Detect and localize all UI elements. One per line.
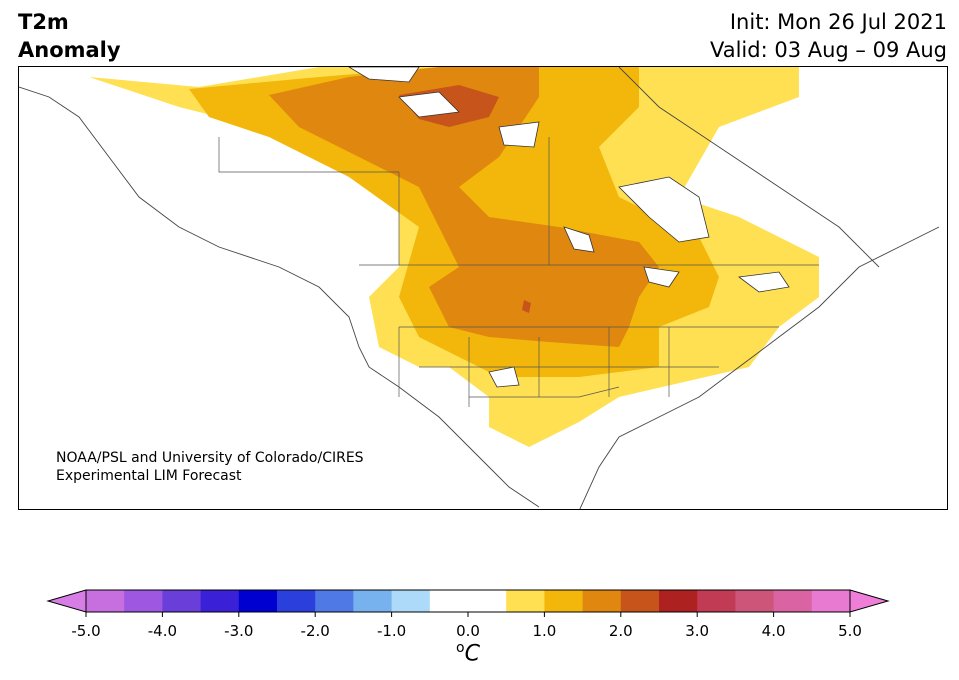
colorbar-cell [200,590,240,612]
map-canvas [19,67,940,509]
colorbar-tick-label: 5.0 [838,622,862,640]
colorbar-cell [659,590,698,612]
colorbar-unit: oC [448,640,488,666]
colorbar-cell [124,590,163,612]
init-date: Init: Mon 26 Jul 2021 [729,10,947,34]
colorbar-cell [86,590,125,612]
colorbar-tick-label: -1.0 [376,622,407,640]
lake-area [488,226,790,388]
colorbar-ticks [85,612,851,617]
colorbar-tick-label: -2.0 [300,622,330,640]
hudson-bay [618,176,710,243]
anomaly-map: NOAA/PSL and University of Colorado/CIRE… [18,66,948,510]
unit-degree: o [456,640,465,656]
valid-date: Valid: 03 Aug – 09 Aug [709,38,947,62]
colorbar-cell [773,590,813,612]
map-title: T2m Anomaly [18,8,121,64]
colorbar-cell [429,590,469,612]
colorbar-cell [544,590,584,612]
colorbar-cell [620,590,660,612]
unit-celsius: C [464,641,480,667]
colorbar-max-extension [849,589,890,613]
colorbar-cell [735,590,775,612]
political-borders [218,137,819,407]
colorbar-cell [582,590,622,612]
title-subtitle: Anomaly [18,38,121,62]
colorbar-tick-label: 1.0 [532,622,557,640]
credit-line-1: NOAA/PSL and University of Colorado/CIRE… [56,450,364,466]
title-variable: T2m [18,10,69,34]
credit-line-2: Experimental LIM Forecast [56,468,242,484]
arctic-islands [348,67,540,148]
colorbar-cell [697,590,736,612]
colorbar-tick-label: 0.0 [456,622,480,640]
coastlines [19,67,940,509]
colorbar-tick-label: -3.0 [224,622,254,640]
colorbar-tick-label: -4.0 [147,622,178,640]
colorbar-tick-label: 2.0 [608,622,633,640]
colorbar-tick-label: -5.0 [71,622,101,640]
colorbar-cell [238,590,278,612]
colorbar-cell [391,590,431,612]
colorbar-cell [162,590,202,612]
colorbar-cell [277,590,316,612]
colorbar-cell [468,590,507,612]
colorbar-tick-label: 3.0 [685,622,710,640]
colorbar-cell [811,590,851,612]
colorbar-tick-label: 4.0 [761,622,786,640]
colorbar-cell [315,590,354,612]
colorbar-min-extension [46,589,87,613]
forecast-dates: Init: Mon 26 Jul 2021 Valid: 03 Aug – 09… [710,8,947,64]
anomaly-region-high [269,67,659,347]
colorbar-cell [506,590,545,612]
colorbar-cell [353,590,393,612]
colorbar-cells [86,590,851,612]
